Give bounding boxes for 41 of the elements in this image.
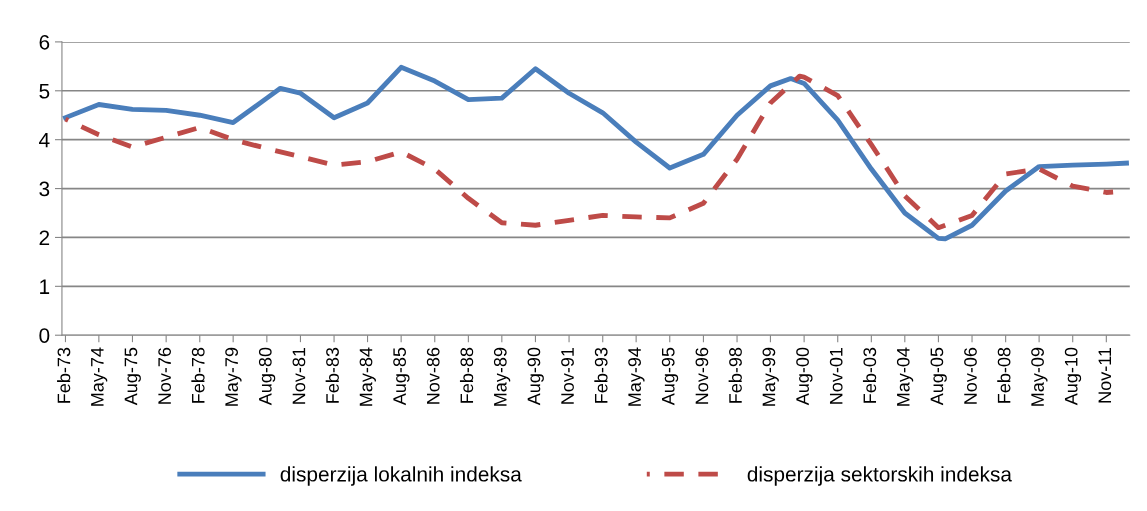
x-tick-label: May-89 bbox=[493, 347, 511, 406]
x-tick-label: Aug-80 bbox=[258, 347, 276, 406]
x-tick-label: May-09 bbox=[1031, 347, 1048, 406]
x-tick-label: Nov-86 bbox=[426, 347, 440, 404]
x-tick-label: Feb-98 bbox=[728, 347, 742, 403]
x-tick-label: May-94 bbox=[628, 347, 645, 406]
x-tick-label: Nov-81 bbox=[292, 347, 306, 404]
x-tick-label: Nov-91 bbox=[561, 347, 574, 404]
y-tick-label: 6 bbox=[39, 34, 50, 50]
x-tick-label: Nov-06 bbox=[964, 347, 977, 404]
y-tick-label: 0 bbox=[39, 328, 50, 343]
x-tick-label: Feb-83 bbox=[325, 347, 339, 403]
x-tick-label: Nov-01 bbox=[829, 347, 843, 404]
y-tick-label: 3 bbox=[39, 181, 50, 197]
x-tick-label: May-99 bbox=[762, 347, 779, 406]
x-tick-label: Feb-78 bbox=[191, 347, 205, 403]
x-tick-label: Aug-00 bbox=[796, 347, 813, 406]
y-tick-label: 2 bbox=[39, 230, 50, 245]
x-tick-label: Aug-95 bbox=[661, 347, 679, 406]
legend-label: disperzija lokalnih indeksa bbox=[280, 466, 522, 486]
x-tick-label: Aug-05 bbox=[930, 347, 947, 406]
x-tick-label: May-74 bbox=[91, 347, 108, 406]
x-tick-label: Feb-93 bbox=[594, 347, 608, 403]
x-tick-label: Feb-73 bbox=[57, 347, 71, 403]
x-tick-label: Nov-11 bbox=[1098, 347, 1112, 403]
x-tick-label: Aug-10 bbox=[1064, 347, 1082, 406]
x-tick-label: Feb-08 bbox=[997, 347, 1011, 403]
x-tick-label: May-04 bbox=[896, 347, 914, 406]
x-tick-label: Feb-03 bbox=[862, 347, 877, 403]
x-tick-label: Aug-85 bbox=[393, 347, 410, 406]
x-tick-label: May-79 bbox=[225, 347, 242, 406]
y-tick-label: 4 bbox=[39, 132, 50, 148]
y-tick-label: 5 bbox=[39, 84, 50, 99]
x-tick-label: Nov-76 bbox=[158, 347, 171, 404]
x-tick-label: Feb-88 bbox=[459, 347, 474, 403]
y-tick-label: 1 bbox=[40, 279, 50, 294]
x-tick-label: May-84 bbox=[359, 347, 376, 406]
x-tick-label: Aug-90 bbox=[527, 347, 544, 406]
legend-label: disperzija sektorskih indeksa bbox=[747, 466, 1012, 486]
x-tick-label: Aug-75 bbox=[124, 347, 141, 406]
x-tick-label: Nov-96 bbox=[695, 347, 709, 404]
